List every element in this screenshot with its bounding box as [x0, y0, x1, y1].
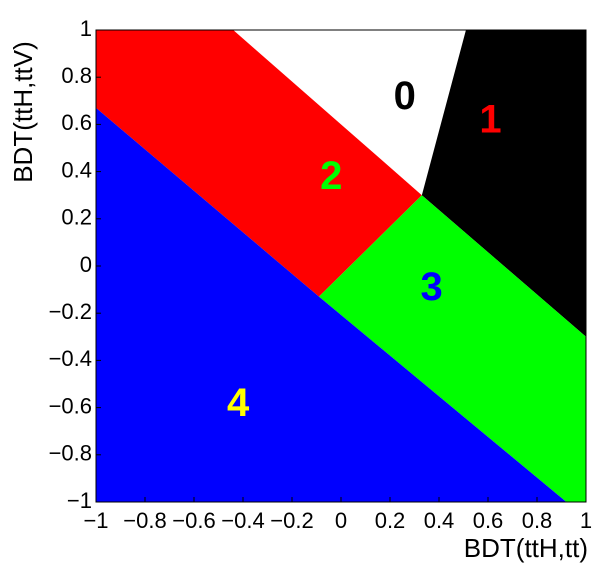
y-tick-label: −0.4 — [49, 346, 92, 371]
ticks: −1 −0.8 −0.6 −0.4 −0.2 0 0.2 0.4 0.6 0.8 110.80.60… — [49, 16, 593, 533]
y-tick-label: 0.6 — [61, 110, 92, 135]
regions — [96, 30, 586, 502]
x-tick-label: 0.8 — [522, 508, 553, 533]
x-tick-label: −0.4 — [221, 508, 264, 533]
region-label-0: 0 — [394, 74, 416, 118]
region-label-3: 3 — [421, 265, 443, 309]
x-tick-label: −0.2 — [270, 508, 313, 533]
y-tick-label: 0.8 — [61, 63, 92, 88]
region-label-1: 1 — [479, 98, 501, 142]
x-tick-label: −0.8 — [123, 508, 166, 533]
y-tick-label: 0.2 — [61, 205, 92, 230]
x-tick-label: −1 — [83, 508, 108, 533]
region-3 — [318, 195, 586, 502]
region-1 — [421, 30, 586, 337]
y-axis-label: BDT(ttH,ttV) — [8, 41, 38, 183]
y-tick-label: −0.6 — [49, 393, 92, 418]
x-axis-label: BDT(ttH,tt) — [464, 533, 588, 563]
x-tick-label: 0.6 — [473, 508, 504, 533]
y-tick-label: 0 — [80, 252, 92, 277]
x-tick-label: −0.6 — [172, 508, 215, 533]
y-tick-label: 0.4 — [61, 157, 92, 182]
y-tick-label: 1 — [80, 16, 92, 41]
region-labels: 0 1 2 3 4 — [227, 74, 502, 425]
x-tick-label: 0 — [335, 508, 347, 533]
x-tick-label: 0.2 — [375, 508, 406, 533]
x-tick-label: 0.4 — [424, 508, 455, 533]
y-tick-label: −0.8 — [49, 441, 92, 466]
y-tick-label: −1 — [67, 488, 92, 513]
region-4 — [96, 107, 567, 502]
y-tick-label: −0.2 — [49, 299, 92, 324]
region-label-4: 4 — [227, 381, 250, 425]
region-2 — [96, 30, 422, 297]
region-0 — [233, 30, 466, 196]
region-label-2: 2 — [320, 154, 342, 198]
x-tick-label: 1 — [580, 508, 592, 533]
